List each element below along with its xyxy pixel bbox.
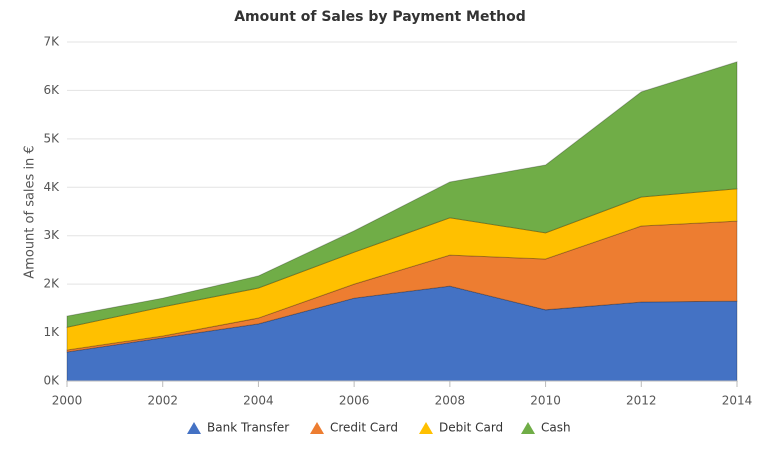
legend-marker xyxy=(521,422,535,434)
y-tick-label: 7K xyxy=(43,35,60,49)
legend-marker xyxy=(187,422,201,434)
legend-marker xyxy=(419,422,433,434)
x-tick-label: 2014 xyxy=(722,394,753,408)
legend-label: Debit Card xyxy=(439,421,503,435)
legend-marker xyxy=(310,422,324,434)
y-tick-label: 1K xyxy=(43,325,60,339)
y-tick-label: 6K xyxy=(43,83,60,97)
legend-label: Credit Card xyxy=(330,421,398,435)
y-tick-label: 2K xyxy=(43,277,60,291)
x-tick-label: 2006 xyxy=(339,394,370,408)
x-tick-label: 2008 xyxy=(435,394,466,408)
x-tick-label: 2000 xyxy=(52,394,83,408)
x-tick-label: 2004 xyxy=(243,394,274,408)
legend-label: Bank Transfer xyxy=(207,421,289,435)
legend-label: Cash xyxy=(541,421,571,435)
x-tick-label: 2002 xyxy=(147,394,178,408)
x-tick-label: 2010 xyxy=(530,394,561,408)
area xyxy=(66,188,738,351)
y-tick-label: 3K xyxy=(43,228,60,242)
area xyxy=(66,61,738,328)
x-tick-label: 2012 xyxy=(626,394,657,408)
y-tick-label: 4K xyxy=(43,180,60,194)
area xyxy=(66,220,738,353)
y-axis-title: Amount of sales in € xyxy=(23,145,38,278)
y-tick-label: 5K xyxy=(43,131,60,145)
y-tick-label: 0K xyxy=(43,374,60,388)
chart-title: Amount of Sales by Payment Method xyxy=(234,9,526,25)
